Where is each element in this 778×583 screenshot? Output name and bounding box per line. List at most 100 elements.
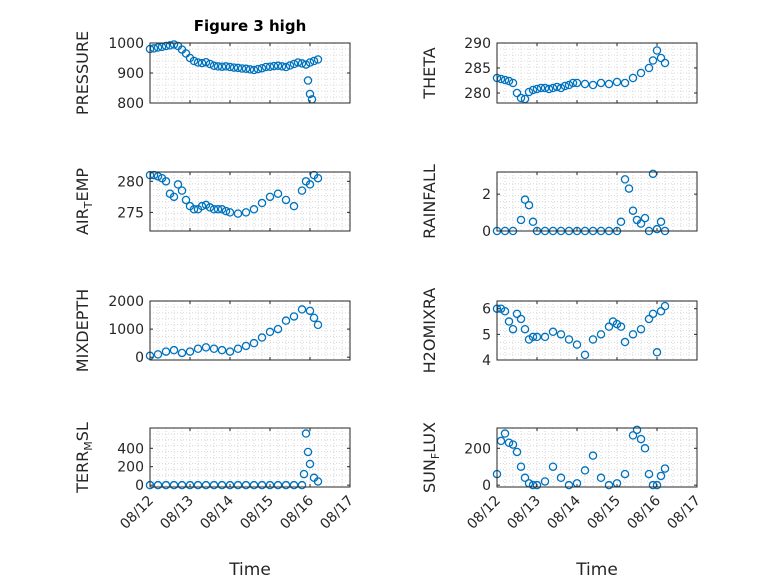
data-point <box>620 175 630 184</box>
data-point <box>297 480 307 490</box>
data-point <box>297 186 307 195</box>
data-point <box>636 324 646 334</box>
data-point <box>524 200 534 210</box>
data-point <box>305 306 315 316</box>
data-point <box>273 61 283 71</box>
data-point <box>161 41 171 51</box>
y-axis-label: RAINFALL <box>420 164 439 239</box>
data-point <box>652 46 662 55</box>
data-point <box>177 348 187 358</box>
data-point <box>229 63 239 72</box>
y-tick-label: 6 <box>482 302 491 318</box>
data-point <box>520 324 530 334</box>
y-axis-label: THETA <box>420 47 439 99</box>
data-point <box>301 429 311 438</box>
data-point <box>221 206 231 216</box>
data-point <box>504 438 514 447</box>
axes-terr-msl: 0 200 400 TERRMSL 08/12 08/13 08/14 08/15 08/16 0… <box>73 422 357 580</box>
data-point <box>656 217 666 227</box>
data-point <box>193 58 203 67</box>
y-tick-label: 0 <box>135 350 144 366</box>
y-tick-label: 0 <box>482 478 491 494</box>
x-tick-label: 08/17 <box>317 493 357 533</box>
data-point <box>516 93 526 103</box>
data-point <box>257 198 267 208</box>
axes-box <box>496 300 698 361</box>
data-point <box>309 313 319 323</box>
data-point <box>644 469 654 479</box>
x-axis-label: Time <box>228 560 271 580</box>
data-point <box>572 78 582 88</box>
data-point <box>177 186 187 195</box>
data-point <box>201 343 211 352</box>
axes-box <box>496 427 698 488</box>
data-point <box>217 480 227 490</box>
data-point <box>596 78 606 88</box>
data-point <box>556 473 566 483</box>
data-point <box>253 64 263 74</box>
axes-box <box>496 42 698 104</box>
data-point <box>528 332 538 342</box>
data-point <box>564 80 574 90</box>
grid <box>149 42 351 104</box>
axes-h2omixra: 4 5 6 H2OMIXRA <box>420 288 698 373</box>
data-point <box>257 63 267 73</box>
data-point <box>652 480 662 490</box>
data-point <box>233 63 243 73</box>
x-tick-label: 08/15 <box>584 493 624 533</box>
axes-box <box>149 427 351 488</box>
data-point <box>273 189 283 198</box>
y-axis-label: SUNFLUX <box>420 422 442 493</box>
data-point <box>636 434 646 444</box>
y-tick-label: 800 <box>117 96 144 112</box>
data-point <box>500 307 510 316</box>
y-tick-label: 0 <box>135 478 144 494</box>
data-point <box>548 462 558 471</box>
data-point <box>648 309 658 319</box>
y-tick-label: 4 <box>482 353 491 369</box>
data-point <box>500 75 510 85</box>
y-tick-label: 200 <box>117 460 144 476</box>
data-point <box>273 480 283 490</box>
x-tick-label: 08/12 <box>464 493 504 533</box>
data-point <box>512 447 522 457</box>
y-tick-label: 0 <box>482 224 491 240</box>
y-tick-label: 1000 <box>108 36 144 52</box>
data-point <box>189 56 199 66</box>
data-point <box>189 205 199 214</box>
series-markers <box>145 40 323 104</box>
x-axis-label: Time <box>575 560 618 580</box>
x-tick-label: 08/16 <box>624 493 664 533</box>
y-tick-label: 400 <box>117 441 144 457</box>
data-point <box>277 62 287 71</box>
data-point <box>265 480 275 490</box>
data-point <box>169 40 179 49</box>
y-tick-label: 2000 <box>108 294 144 310</box>
data-point <box>249 205 259 214</box>
data-point <box>556 330 566 339</box>
x-tick-label: 08/15 <box>237 493 277 533</box>
data-point <box>257 480 267 490</box>
data-point <box>660 58 670 68</box>
data-point <box>165 41 175 50</box>
data-point <box>241 208 251 217</box>
chart-title: Figure 3 high <box>194 17 307 35</box>
data-point <box>297 59 307 68</box>
data-point <box>508 324 518 334</box>
data-point <box>564 480 574 490</box>
data-point <box>644 314 654 324</box>
x-tick-label: 08/14 <box>544 493 584 533</box>
data-point <box>516 215 526 225</box>
data-point <box>644 63 654 73</box>
x-tick-label: 08/12 <box>117 493 157 533</box>
data-point <box>628 431 638 440</box>
grid <box>149 171 351 232</box>
series-markers <box>492 301 670 360</box>
y-tick-label: 900 <box>117 66 144 82</box>
data-point <box>500 429 510 438</box>
data-point <box>153 43 163 52</box>
data-point <box>604 480 614 490</box>
y-tick-label: 280 <box>464 86 491 102</box>
data-point <box>225 62 235 72</box>
y-tick-label: 1000 <box>108 322 144 338</box>
